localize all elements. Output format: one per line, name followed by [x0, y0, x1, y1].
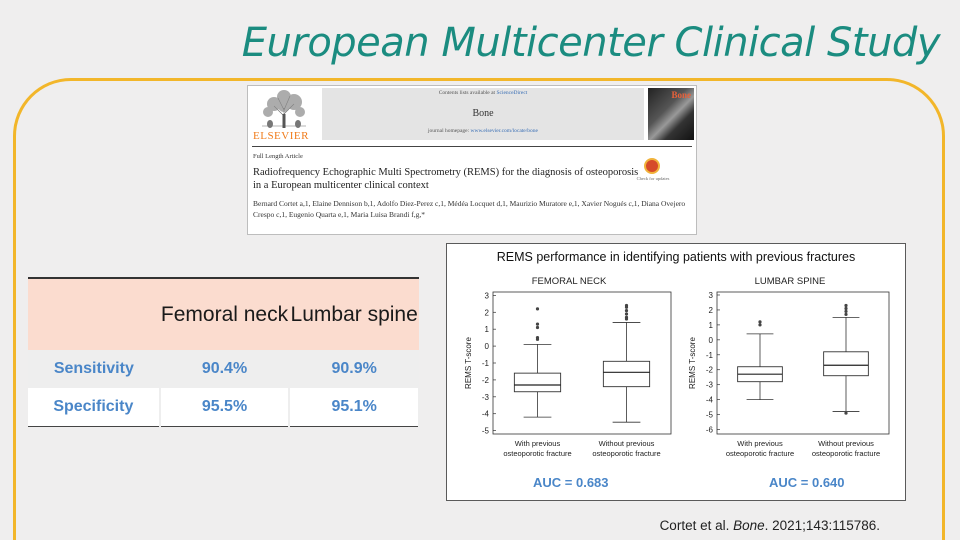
lumbar-boxplot: 3 2 1 0 -1 -2 -3 -4 -5 -6 REMS T-score With previou…	[688, 291, 890, 458]
outlier-point	[624, 308, 629, 313]
article-type: Full Length Article	[253, 153, 303, 160]
row-label-specificity: Specificity	[28, 388, 161, 427]
x-category-label: Without previous	[599, 439, 655, 448]
outlier-point	[758, 320, 762, 324]
y-axis-label: REMS T-score	[464, 337, 473, 389]
journal-banner: Contents lists available at ScienceDirec…	[322, 88, 644, 140]
table-row: Specificity 95.5% 95.1%	[28, 388, 420, 427]
panel-femoral-neck: FEMORAL NECK 3 2 1 0 -1 -2 -3 -4 -5 REMS T-score W…	[461, 274, 677, 472]
y-tick-label: 3	[709, 291, 714, 300]
cell-specificity-femoral: 95.5%	[159, 388, 291, 427]
y-tick-label: -3	[482, 393, 490, 402]
table-header-lumbar: Lumbar spine	[289, 277, 419, 350]
x-category-label: osteoporotic fracture	[592, 449, 660, 458]
y-axis-label: REMS T-score	[688, 337, 697, 389]
cover-word: Bone	[671, 90, 691, 100]
row-label-sensitivity: Sensitivity	[28, 350, 160, 388]
check-for-updates-icon[interactable]	[644, 158, 660, 174]
x-category-label: With previous	[515, 439, 561, 448]
panel-label-femoral: FEMORAL NECK	[531, 276, 607, 287]
x-category-label: With previous	[737, 439, 783, 448]
table-header-empty	[28, 277, 160, 350]
table-header-femoral: Femoral neck	[159, 277, 290, 350]
y-tick-label: -5	[706, 411, 714, 420]
x-category-label: osteoporotic fracture	[726, 449, 794, 458]
check-for-updates-label: Check for updates	[636, 176, 670, 181]
figure-title: REMS performance in identifying patients…	[496, 250, 856, 264]
y-tick-label: 2	[485, 308, 490, 317]
auc-lumbar: AUC = 0.640	[769, 475, 845, 490]
outlier-point	[535, 325, 540, 330]
outlier-point	[624, 303, 629, 308]
content-frame	[13, 78, 945, 540]
y-tick-label: 0	[485, 342, 490, 351]
y-tick-label: 0	[709, 336, 714, 345]
journal-name: Bone	[472, 108, 494, 119]
table-row: Sensitivity 90.4% 90.9%	[28, 350, 419, 388]
outlier-point	[535, 336, 540, 340]
y-tick-label: 2	[709, 306, 714, 315]
outlier-point	[844, 312, 848, 317]
cell-sensitivity-lumbar: 90.9%	[289, 350, 419, 388]
y-tick-label: 1	[485, 325, 490, 334]
paper-header-image: ELSEVIER Contents lists available at Sci…	[247, 85, 697, 235]
outlier-point	[758, 323, 762, 327]
outlier-point	[844, 306, 848, 311]
performance-table: Femoral neck Lumbar spine Sensitivity 90…	[28, 277, 420, 427]
x-category-label: osteoporotic fracture	[503, 449, 571, 458]
citation: Cortet et al. Bone. 2021;143:115786.	[659, 518, 880, 533]
outlier-point	[535, 307, 540, 311]
x-category-label: Without previous	[818, 439, 874, 448]
box	[823, 351, 869, 377]
header-rule	[252, 146, 692, 147]
homepage-line: journal homepage: www.elsevier.com/locat…	[428, 128, 538, 134]
y-tick-label: -1	[482, 359, 490, 368]
citation-journal: Bone	[733, 518, 765, 533]
panel-lumbar-spine: LUMBAR SPINE 3 2 1 0 -1 -2 -3 -4 -5 -6 REMS T-scor…	[685, 274, 895, 472]
plot-area	[716, 291, 890, 435]
outlier-point	[624, 315, 629, 319]
rems-figure: REMS performance in identifying patients…	[446, 243, 906, 501]
x-category-label: osteoporotic fracture	[812, 449, 880, 458]
outlier-point	[535, 322, 540, 326]
box	[513, 372, 562, 393]
y-tick-label: -2	[482, 376, 490, 385]
article-title: Radiofrequency Echographic Multi Spectro…	[253, 167, 639, 191]
cell-specificity-lumbar: 95.1%	[289, 388, 420, 427]
outlier-point	[624, 312, 629, 316]
outlier-point	[844, 303, 848, 308]
y-tick-label: 1	[709, 321, 714, 330]
journal-cover-image: Bone	[648, 88, 694, 140]
slide-title: European Multicenter Clinical Study	[241, 20, 941, 66]
y-tick-label: -1	[706, 351, 714, 360]
y-tick-label: -6	[706, 426, 714, 435]
y-tick-label: -4	[706, 396, 714, 405]
elsevier-tree-logo-icon	[252, 88, 316, 142]
box	[602, 360, 651, 388]
outlier-point	[844, 309, 848, 314]
cell-sensitivity-femoral: 90.4%	[159, 350, 290, 388]
y-tick-label: -2	[706, 366, 714, 375]
panel-label-lumbar: LUMBAR SPINE	[754, 276, 826, 287]
auc-femoral: AUC = 0.683	[533, 475, 609, 490]
y-tick-label: -3	[706, 381, 714, 390]
publisher-name: ELSEVIER	[253, 130, 309, 142]
y-tick-label: -4	[482, 410, 490, 419]
contents-line: Contents lists available at ScienceDirec…	[438, 90, 528, 96]
homepage-link[interactable]: www.elsevier.com/locate/bone	[470, 128, 538, 134]
y-tick-label: 3	[485, 291, 490, 300]
author-list: Bernard Cortet a,1, Elaine Dennison b,1,…	[253, 199, 686, 219]
outlier-point	[844, 411, 848, 415]
sciencedirect-link[interactable]: ScienceDirect	[496, 90, 528, 96]
y-tick-label: -5	[482, 427, 490, 436]
